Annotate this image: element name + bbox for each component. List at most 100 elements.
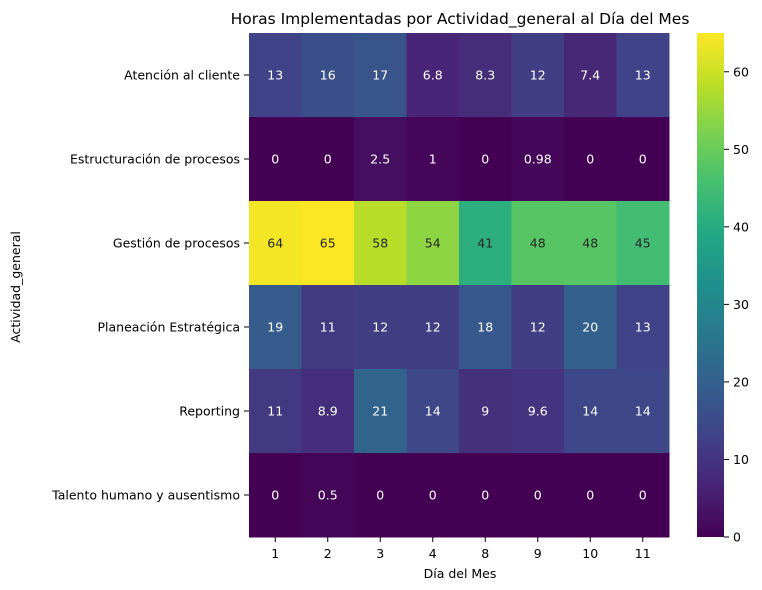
cell-value-label: 12 (425, 320, 441, 335)
x-tick-label: 11 (635, 546, 651, 561)
colorbar-tick-label: 60 (733, 64, 749, 79)
heatmap-cell (301, 453, 355, 538)
y-tick-label: Atención al cliente (124, 68, 240, 83)
cell-value-label: 41 (477, 236, 493, 251)
y-tick-label: Gestión de procesos (113, 236, 240, 251)
heatmap-cell (459, 33, 512, 118)
heatmap-cell (564, 201, 617, 286)
colorbar-tick-label: 0 (733, 530, 741, 545)
cell-value-label: 19 (267, 320, 283, 335)
heatmap-cell (511, 285, 565, 370)
cell-value-label: 6.8 (423, 68, 443, 83)
cell-value-label: 0 (639, 152, 647, 167)
cell-value-label: 11 (320, 320, 336, 335)
cell-value-label: 48 (530, 236, 546, 251)
cell-value-label: 0.5 (318, 488, 338, 503)
heatmap-cell (459, 201, 512, 286)
y-tick-label: Estructuración de procesos (70, 152, 240, 167)
heatmap-cell (354, 33, 407, 118)
heatmap-cell (564, 369, 617, 454)
heatmap-cell (354, 369, 407, 454)
cell-value-label: 0 (376, 488, 384, 503)
cell-value-label: 13 (635, 68, 651, 83)
cell-value-label: 11 (267, 404, 283, 419)
heatmap-cell (406, 285, 460, 370)
x-tick-labels: 1 2 3 4 8 9 10 11 (271, 537, 651, 561)
cell-value-label: 58 (372, 236, 388, 251)
cell-value-label: 12 (372, 320, 388, 335)
cell-value-label: 1 (429, 152, 437, 167)
colorbar-tick-label: 40 (733, 219, 749, 234)
heatmap-cell (249, 201, 302, 286)
heatmap-cell (301, 201, 355, 286)
chart-title: Horas Implementadas por Actividad_genera… (231, 10, 690, 29)
cell-value-label: 0 (639, 488, 647, 503)
heatmap-cell (511, 117, 565, 202)
heatmap-cell (564, 285, 617, 370)
cell-value-label: 0 (429, 488, 437, 503)
colorbar-tick-label: 30 (733, 297, 749, 312)
heatmap-cell (459, 117, 512, 202)
cell-value-label: 17 (372, 68, 388, 83)
heatmap-cell (616, 285, 670, 370)
x-tick-label: 1 (271, 546, 279, 561)
cell-value-label: 20 (582, 320, 598, 335)
heatmap-cell (564, 117, 617, 202)
cell-value-label: 0 (481, 488, 489, 503)
heatmap-cell (616, 369, 670, 454)
heatmap-cell (511, 201, 565, 286)
heatmap-cell (406, 201, 460, 286)
cell-value-label: 12 (530, 320, 546, 335)
heatmap-cell (249, 285, 302, 370)
x-axis-label: Día del Mes (424, 566, 497, 581)
cell-value-label: 9 (481, 404, 489, 419)
heatmap-cell (459, 453, 512, 538)
y-axis-label: Actividad_general (8, 231, 23, 343)
cell-value-label: 13 (635, 320, 651, 335)
heatmap-cell (249, 117, 302, 202)
heatmap-cell (406, 453, 460, 538)
heatmap-cell (511, 33, 565, 118)
heatmap-cell (249, 33, 302, 118)
x-tick-label: 4 (429, 546, 437, 561)
cell-value-label: 7.4 (580, 68, 600, 83)
heatmap-cell (249, 453, 302, 538)
heatmap-cell (616, 117, 670, 202)
heatmap-cell (249, 369, 302, 454)
heatmap-cell (354, 117, 407, 202)
y-tick-labels: Atención al cliente Estructuración de pro… (51, 68, 249, 503)
heatmap-cell (301, 33, 355, 118)
heatmap-cell (511, 453, 565, 538)
heatmap-cell (354, 453, 407, 538)
colorbar-tick-label: 10 (733, 452, 749, 467)
colorbar-tick-label: 50 (733, 142, 749, 157)
heatmap-cell (354, 285, 407, 370)
cell-value-label: 21 (372, 404, 388, 419)
heatmap-cell (616, 33, 670, 118)
heatmap-cell (459, 369, 512, 454)
cell-value-label: 0 (534, 488, 542, 503)
heatmap-cell (616, 453, 670, 538)
cell-value-label: 0 (271, 152, 279, 167)
colorbar (697, 33, 724, 537)
cell-value-label: 0 (481, 152, 489, 167)
heatmap-cell (301, 369, 355, 454)
heatmap-cell (301, 117, 355, 202)
y-tick-label: Talento humano y ausentismo (51, 488, 240, 503)
cell-value-label: 14 (425, 404, 441, 419)
cell-value-label: 8.3 (475, 68, 495, 83)
y-tick-label: Reporting (179, 404, 240, 419)
cell-value-label: 0 (271, 488, 279, 503)
x-tick-label: 8 (481, 546, 489, 561)
x-tick-label: 3 (376, 546, 384, 561)
cell-value-label: 9.6 (528, 404, 548, 419)
colorbar-ticks: 0 10 20 30 40 50 60 (724, 64, 749, 545)
cell-value-label: 0 (324, 152, 332, 167)
cell-value-label: 13 (267, 68, 283, 83)
heatmap-cell (616, 201, 670, 286)
cell-value-label: 2.5 (370, 152, 390, 167)
cell-value-label: 14 (635, 404, 651, 419)
heatmap-cell (406, 33, 460, 118)
heatmap-cell (406, 369, 460, 454)
cell-value-label: 45 (635, 236, 651, 251)
